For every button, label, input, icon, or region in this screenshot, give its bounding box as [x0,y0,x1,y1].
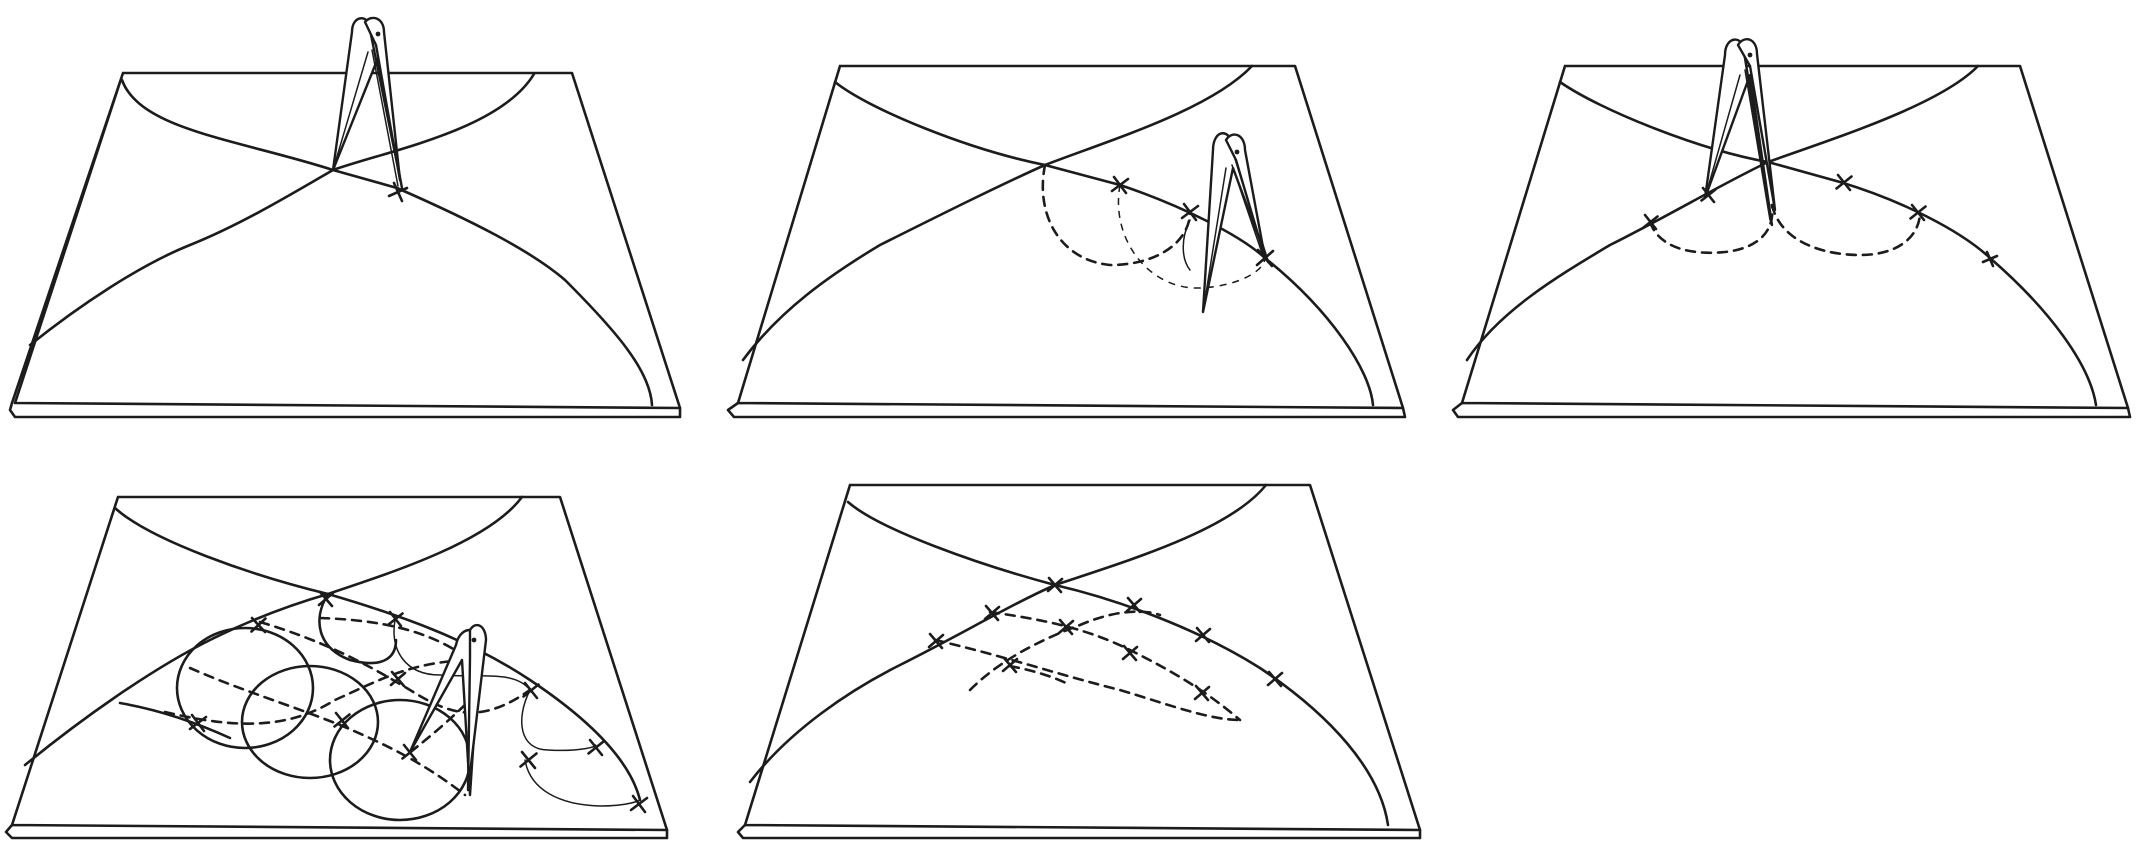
cross-mark-icon [1266,671,1284,687]
cross-mark-icon [1909,205,1927,220]
panel-4-dashed-line-5 [408,698,472,754]
panel-4-arc-4 [524,759,641,807]
panel-4-circle-1 [175,626,315,750]
panel-1-curve-diagonal [331,168,654,407]
panel-5-dashed-line-4 [1008,664,1072,687]
panel-4-curve-main [326,592,642,802]
panel-2-arc-arrow [1182,219,1191,271]
compass-icon [408,623,488,797]
cross-mark-icon [1001,657,1019,673]
panel-2-curve-top [833,64,1254,167]
panel-5-curve-top [846,483,1268,587]
cross-mark-icon [587,740,605,755]
panel-2 [726,64,1407,419]
cross-mark-icon [392,181,404,203]
panel-2-board-outline [736,64,1405,410]
cross-mark-icon [1110,177,1130,193]
panel-4-dashed-line-2 [258,620,532,714]
panel-4-board-outline [10,495,669,832]
panel-5-dashed-line-3 [968,610,1162,692]
cross-mark-icon [1194,627,1212,643]
cross-mark-icon [1046,577,1064,593]
cross-mark-icon [387,612,404,626]
panel-4 [4,495,669,840]
cross-mark-icon [389,671,407,687]
panel-5-dashed-line-1 [933,638,1242,722]
cross-mark-icon [1121,645,1139,661]
panel-2-curve-rising [741,163,1047,362]
panel-3 [1451,38,2132,419]
cross-mark-icon [983,605,1001,621]
panel-3-curve-rising [1465,160,1770,362]
panel-5-board-edge [736,823,1422,840]
cross-mark-icon [629,796,649,812]
panel-4-circle-3 [328,698,472,822]
panel-1-curve-left-top [120,72,536,172]
panel-1-board-edge [8,401,682,419]
cross-mark-icon [1642,215,1659,229]
panel-3-curve-main [1766,160,2098,407]
panel-4-curve-top [113,495,524,596]
panel-4-curve-rising [23,592,330,767]
cross-mark-icon [188,715,208,731]
panel-1 [8,16,682,419]
cross-mark-icon [1700,188,1717,202]
cross-mark-icon [1835,175,1853,190]
panel-4-dashed-line-3 [318,616,472,662]
compass-icon [331,16,404,190]
panel-1-curve-rising [28,168,335,347]
panel-3-board-edge [1451,401,2132,419]
panel-5-board-outline [743,483,1422,832]
panel-5-curve-rising [748,583,1057,784]
panel-2-board-edge [726,401,1407,419]
cross-mark-icon [522,683,540,698]
panel-4-curve-lower-left [118,701,232,740]
cross-mark-icon [1180,204,1200,220]
cross-mark-icon [1057,619,1075,635]
compass-icon [1201,132,1270,314]
cross-mark-icon [1125,597,1143,613]
cross-mark-icon [250,617,267,633]
compass-icon [1703,38,1777,227]
panel-5 [736,483,1422,840]
panel-4-board-edge [4,823,669,840]
panel-4-arc-3 [521,689,597,752]
cross-mark-icon [1985,250,1995,268]
panel-5-dashed-line-2 [988,610,1242,722]
cross-mark-icon [519,752,538,768]
panel-4-arc-2 [393,619,531,691]
cross-mark-icon [333,713,351,728]
panel-4-circle-2 [240,664,380,780]
panel-4-dashed-line-1 [188,666,467,797]
panel-3-dashed-arc-right [1770,203,1922,257]
panel-4-arc-1 [318,592,398,665]
cross-mark-icon [317,591,335,607]
panel-2-dashed-arc-1 [1041,163,1192,267]
panel-3-dashed-arc-left [1648,203,1774,255]
panel-2-dashed-arc-2 [1117,184,1266,289]
cross-mark-icon [1193,685,1211,701]
cross-mark-icon [927,633,945,649]
panel-4-dashed-line-4 [163,658,472,725]
panel-5-curve-main [1053,583,1390,827]
